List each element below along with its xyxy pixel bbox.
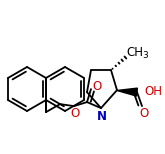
Text: O: O — [139, 107, 149, 120]
Text: CH: CH — [127, 46, 144, 59]
Text: N: N — [97, 110, 107, 123]
Text: O: O — [70, 107, 80, 120]
Text: 3: 3 — [142, 51, 148, 60]
Text: OH: OH — [144, 85, 162, 98]
Polygon shape — [117, 88, 137, 96]
Text: O: O — [92, 80, 102, 93]
